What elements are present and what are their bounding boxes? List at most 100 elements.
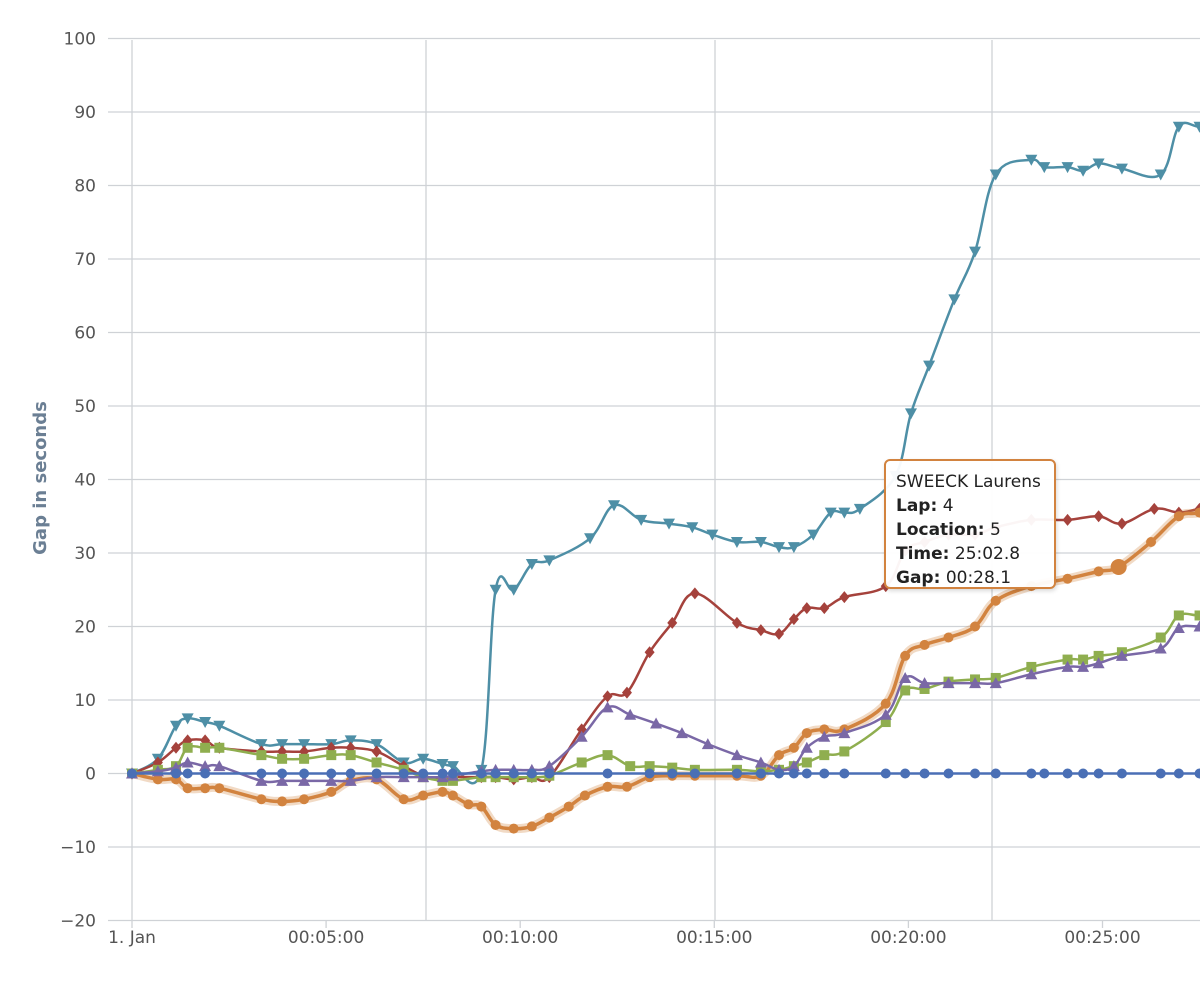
data-point-square[interactable] [214, 742, 225, 753]
data-point-circle[interactable] [667, 768, 678, 779]
hovered-data-point[interactable] [1110, 558, 1127, 575]
data-point-triangle[interactable] [730, 749, 743, 761]
data-point-circle[interactable] [256, 768, 267, 779]
data-point-triangle-down[interactable] [584, 533, 597, 545]
data-point-square[interactable] [667, 762, 678, 773]
data-point-triangle-down[interactable] [1115, 163, 1128, 175]
data-point-triangle-down[interactable] [1025, 154, 1038, 166]
data-point-circle[interactable] [900, 650, 911, 661]
data-point-square[interactable] [880, 717, 891, 728]
data-point-triangle-down[interactable] [276, 739, 289, 751]
data-point-square[interactable] [200, 742, 211, 753]
data-point-circle[interactable] [418, 790, 429, 801]
data-point-circle[interactable] [447, 768, 458, 779]
data-point-circle[interactable] [398, 794, 409, 805]
data-point-circle[interactable] [326, 786, 337, 797]
data-point-triangle-down[interactable] [298, 739, 311, 751]
data-point-square[interactable] [1173, 610, 1184, 621]
data-point-triangle[interactable] [325, 774, 338, 786]
data-point-circle[interactable] [755, 768, 766, 779]
data-point-circle[interactable] [277, 796, 288, 807]
data-point-circle[interactable] [1039, 768, 1050, 779]
data-point-circle[interactable] [900, 768, 911, 779]
data-point-square[interactable] [1062, 654, 1073, 665]
data-point-diamond[interactable] [839, 591, 850, 604]
data-point-circle[interactable] [490, 768, 501, 779]
data-point-circle[interactable] [182, 768, 193, 779]
data-point-circle[interactable] [299, 794, 310, 805]
data-point-triangle-down[interactable] [169, 720, 182, 732]
data-point-circle[interactable] [1026, 768, 1037, 779]
data-point-triangle[interactable] [1172, 621, 1185, 633]
data-point-circle[interactable] [214, 783, 225, 794]
data-point-triangle[interactable] [624, 708, 637, 720]
data-point-circle[interactable] [476, 801, 487, 812]
data-point-triangle-down[interactable] [853, 503, 866, 515]
data-point-circle[interactable] [1062, 573, 1073, 584]
data-point-circle[interactable] [1146, 536, 1157, 547]
data-point-circle[interactable] [299, 768, 310, 779]
data-point-diamond[interactable] [801, 602, 812, 615]
data-point-triangle[interactable] [1115, 649, 1128, 661]
data-point-square[interactable] [900, 685, 911, 696]
data-point-square[interactable] [839, 746, 850, 757]
data-point-circle[interactable] [326, 768, 337, 779]
data-point-square[interactable] [625, 761, 636, 772]
data-point-diamond[interactable] [602, 690, 613, 703]
data-point-square[interactable] [182, 742, 193, 753]
data-point-circle[interactable] [731, 768, 742, 779]
data-point-circle[interactable] [508, 768, 519, 779]
data-point-diamond[interactable] [644, 646, 655, 659]
data-point-triangle-down[interactable] [635, 514, 648, 526]
data-point-diamond[interactable] [1062, 513, 1073, 526]
data-point-square[interactable] [819, 750, 830, 761]
data-point-circle[interactable] [801, 728, 812, 739]
data-point-diamond[interactable] [774, 627, 784, 640]
data-point-circle[interactable] [1062, 768, 1073, 779]
data-point-triangle[interactable] [1092, 657, 1105, 669]
data-point-square[interactable] [256, 750, 267, 761]
data-point-circle[interactable] [563, 801, 574, 812]
data-point-circle[interactable] [170, 768, 181, 779]
data-point-triangle-down[interactable] [507, 584, 520, 596]
data-point-triangle-down[interactable] [525, 559, 538, 571]
data-point-circle[interactable] [508, 823, 519, 834]
data-point-triangle[interactable] [969, 677, 982, 689]
data-point-triangle[interactable] [298, 774, 311, 786]
data-point-diamond[interactable] [755, 624, 766, 637]
data-point-triangle[interactable] [787, 760, 800, 772]
data-point-triangle-down[interactable] [199, 717, 212, 729]
data-point-circle[interactable] [689, 768, 700, 779]
data-point-triangle-down[interactable] [730, 536, 743, 548]
data-point-square[interactable] [576, 757, 587, 768]
data-point-triangle-down[interactable] [417, 753, 430, 765]
data-point-diamond[interactable] [170, 741, 181, 754]
data-point-triangle-down[interactable] [787, 542, 800, 554]
data-point-square[interactable] [447, 775, 458, 786]
data-point-triangle[interactable] [1193, 620, 1200, 632]
data-point-diamond[interactable] [621, 686, 632, 699]
data-point-triangle[interactable] [543, 760, 556, 772]
data-point-circle[interactable] [345, 768, 356, 779]
data-point-circle[interactable] [579, 790, 590, 801]
data-point-circle[interactable] [463, 799, 474, 810]
data-point-diamond[interactable] [1116, 517, 1127, 530]
data-point-triangle[interactable] [838, 727, 851, 739]
data-point-triangle-down[interactable] [608, 500, 621, 512]
data-point-triangle-down[interactable] [1038, 162, 1051, 174]
data-point-triangle[interactable] [989, 677, 1002, 689]
data-point-diamond[interactable] [689, 587, 700, 600]
data-point-circle[interactable] [127, 768, 137, 779]
data-point-circle[interactable] [1093, 566, 1104, 577]
data-point-circle[interactable] [819, 724, 830, 735]
data-point-circle[interactable] [371, 768, 382, 779]
data-point-square[interactable] [299, 753, 310, 764]
data-point-diamond[interactable] [788, 613, 799, 626]
data-point-circle[interactable] [1078, 768, 1089, 779]
data-point-triangle-down[interactable] [344, 735, 357, 747]
data-point-circle[interactable] [1116, 768, 1127, 779]
data-point-triangle-down[interactable] [1092, 158, 1105, 170]
data-point-triangle[interactable] [1154, 642, 1167, 654]
data-point-triangle-down[interactable] [1077, 165, 1090, 177]
data-point-circle[interactable] [801, 768, 812, 779]
